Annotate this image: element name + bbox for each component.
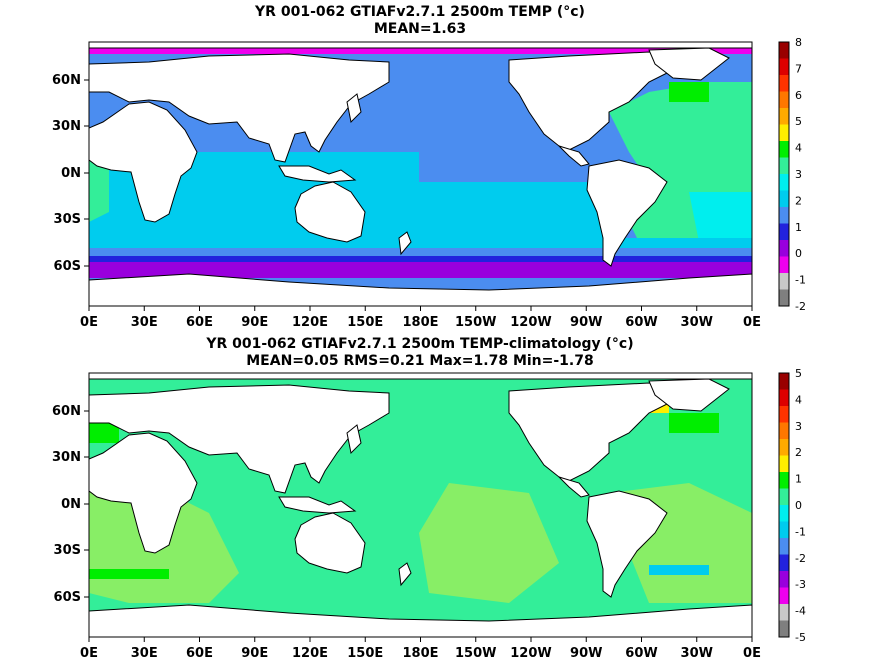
colorbar-label: 1: [795, 473, 802, 486]
lon-label: 0E: [80, 646, 98, 661]
lon-label: 30E: [131, 646, 158, 661]
colorbar-swatch: [779, 554, 789, 572]
colorbar-swatch: [779, 505, 789, 522]
lon-label: 60W: [625, 315, 657, 330]
lon-label: 60E: [186, 646, 213, 661]
lat-label: 60S: [54, 259, 81, 274]
lon-label: 120W: [510, 315, 551, 330]
colorbar-swatch: [779, 256, 789, 274]
lon-label: 180E: [402, 315, 438, 330]
colorbar-swatch: [779, 571, 789, 588]
lat-label: 30S: [54, 543, 81, 558]
colorbar-swatch: [779, 422, 789, 440]
colorbar-swatch: [779, 620, 789, 638]
lat-label: 30N: [52, 450, 81, 465]
lon-label: 30E: [131, 315, 158, 330]
lat-label: 60N: [52, 404, 81, 419]
lon-label: 90W: [570, 646, 602, 661]
lon-label: 0E: [743, 315, 761, 330]
colorbar-swatch: [779, 174, 789, 191]
colorbar-label: 5: [795, 115, 802, 128]
lon-label: 30W: [681, 315, 713, 330]
colorbar-swatch: [779, 108, 789, 125]
colorbar-swatch: [779, 373, 789, 390]
lon-label: 150E: [347, 646, 383, 661]
top-map: [88, 41, 753, 307]
colorbar-swatch: [779, 91, 789, 109]
bottom-map-subtitle: MEAN=0.05 RMS=0.21 Max=1.78 Min=-1.78: [246, 353, 594, 369]
lon-label: 90W: [570, 315, 602, 330]
colorbar-swatch: [779, 42, 789, 59]
lon-label: 150E: [347, 315, 383, 330]
colorbar-label: 0: [795, 247, 802, 260]
colorbar-swatch: [779, 521, 789, 539]
colorbar-swatch: [779, 190, 789, 208]
colorbar-label: -1: [795, 525, 806, 538]
lon-label: 60E: [186, 315, 213, 330]
colorbar-label: 8: [795, 36, 802, 49]
colorbar-label: 1: [795, 221, 802, 234]
lat-label: 0N: [61, 166, 81, 181]
colorbar-swatch: [779, 389, 789, 407]
colorbar-label: 6: [795, 89, 802, 102]
lon-label: 30W: [681, 646, 713, 661]
colorbar-swatch: [779, 157, 789, 175]
lat-label: 0N: [61, 497, 81, 512]
colorbar-swatch: [779, 439, 789, 456]
colorbar-label: -2: [795, 300, 806, 313]
colorbar-swatch: [779, 587, 789, 605]
lon-label: 90E: [241, 315, 268, 330]
lat-label: 30S: [54, 212, 81, 227]
lat-label: 30N: [52, 119, 81, 134]
lon-label: 150W: [455, 646, 496, 661]
colorbar-swatch: [779, 604, 789, 621]
colorbar-swatch: [779, 455, 789, 473]
lon-label: 90E: [241, 646, 268, 661]
colorbar-label: 5: [795, 367, 802, 380]
colorbar-label: -3: [795, 578, 806, 591]
lat-label: 60S: [54, 590, 81, 605]
lon-label: 60W: [625, 646, 657, 661]
bottom-map: [88, 372, 753, 638]
colorbar-label: 0: [795, 499, 802, 512]
top-map-title: YR 001-062 GTIAFv2.7.1 2500m TEMP (°c): [255, 4, 585, 20]
colorbar-swatch: [779, 75, 789, 92]
colorbar-label: 4: [795, 393, 802, 406]
colorbar-label: -5: [795, 631, 806, 644]
colorbar-swatch: [779, 223, 789, 241]
colorbar-swatch: [779, 240, 789, 257]
colorbar-label: -2: [795, 552, 806, 565]
colorbar-swatch: [779, 472, 789, 489]
colorbar-label: 7: [795, 62, 802, 75]
colorbar-swatch: [779, 207, 789, 224]
colorbar-swatch: [779, 273, 789, 290]
lon-label: 0E: [743, 646, 761, 661]
lon-label: 180E: [402, 646, 438, 661]
colorbar-label: 3: [795, 168, 802, 181]
colorbar-swatch: [779, 488, 789, 506]
colorbar-label: -4: [795, 605, 806, 618]
colorbar-label: -1: [795, 274, 806, 287]
colorbar-label: 2: [795, 194, 802, 207]
lat-label: 60N: [52, 73, 81, 88]
lon-label: 120E: [292, 646, 328, 661]
colorbar-label: 3: [795, 420, 802, 433]
top-map-subtitle: MEAN=1.63: [373, 21, 467, 37]
colorbar-swatch: [779, 141, 789, 158]
lon-label: 120E: [292, 315, 328, 330]
bottom-map-title: YR 001-062 GTIAFv2.7.1 2500m TEMP-climat…: [206, 336, 634, 352]
colorbar-swatch: [779, 538, 789, 555]
lon-label: 0E: [80, 315, 98, 330]
lon-label: 120W: [510, 646, 551, 661]
colorbar-swatch: [779, 289, 789, 307]
colorbar-swatch: [779, 124, 789, 142]
colorbar-label: 2: [795, 446, 802, 459]
colorbar-swatch: [779, 406, 789, 423]
colorbar-swatch: [779, 58, 789, 76]
colorbar-label: 4: [795, 142, 802, 155]
lon-label: 150W: [455, 315, 496, 330]
